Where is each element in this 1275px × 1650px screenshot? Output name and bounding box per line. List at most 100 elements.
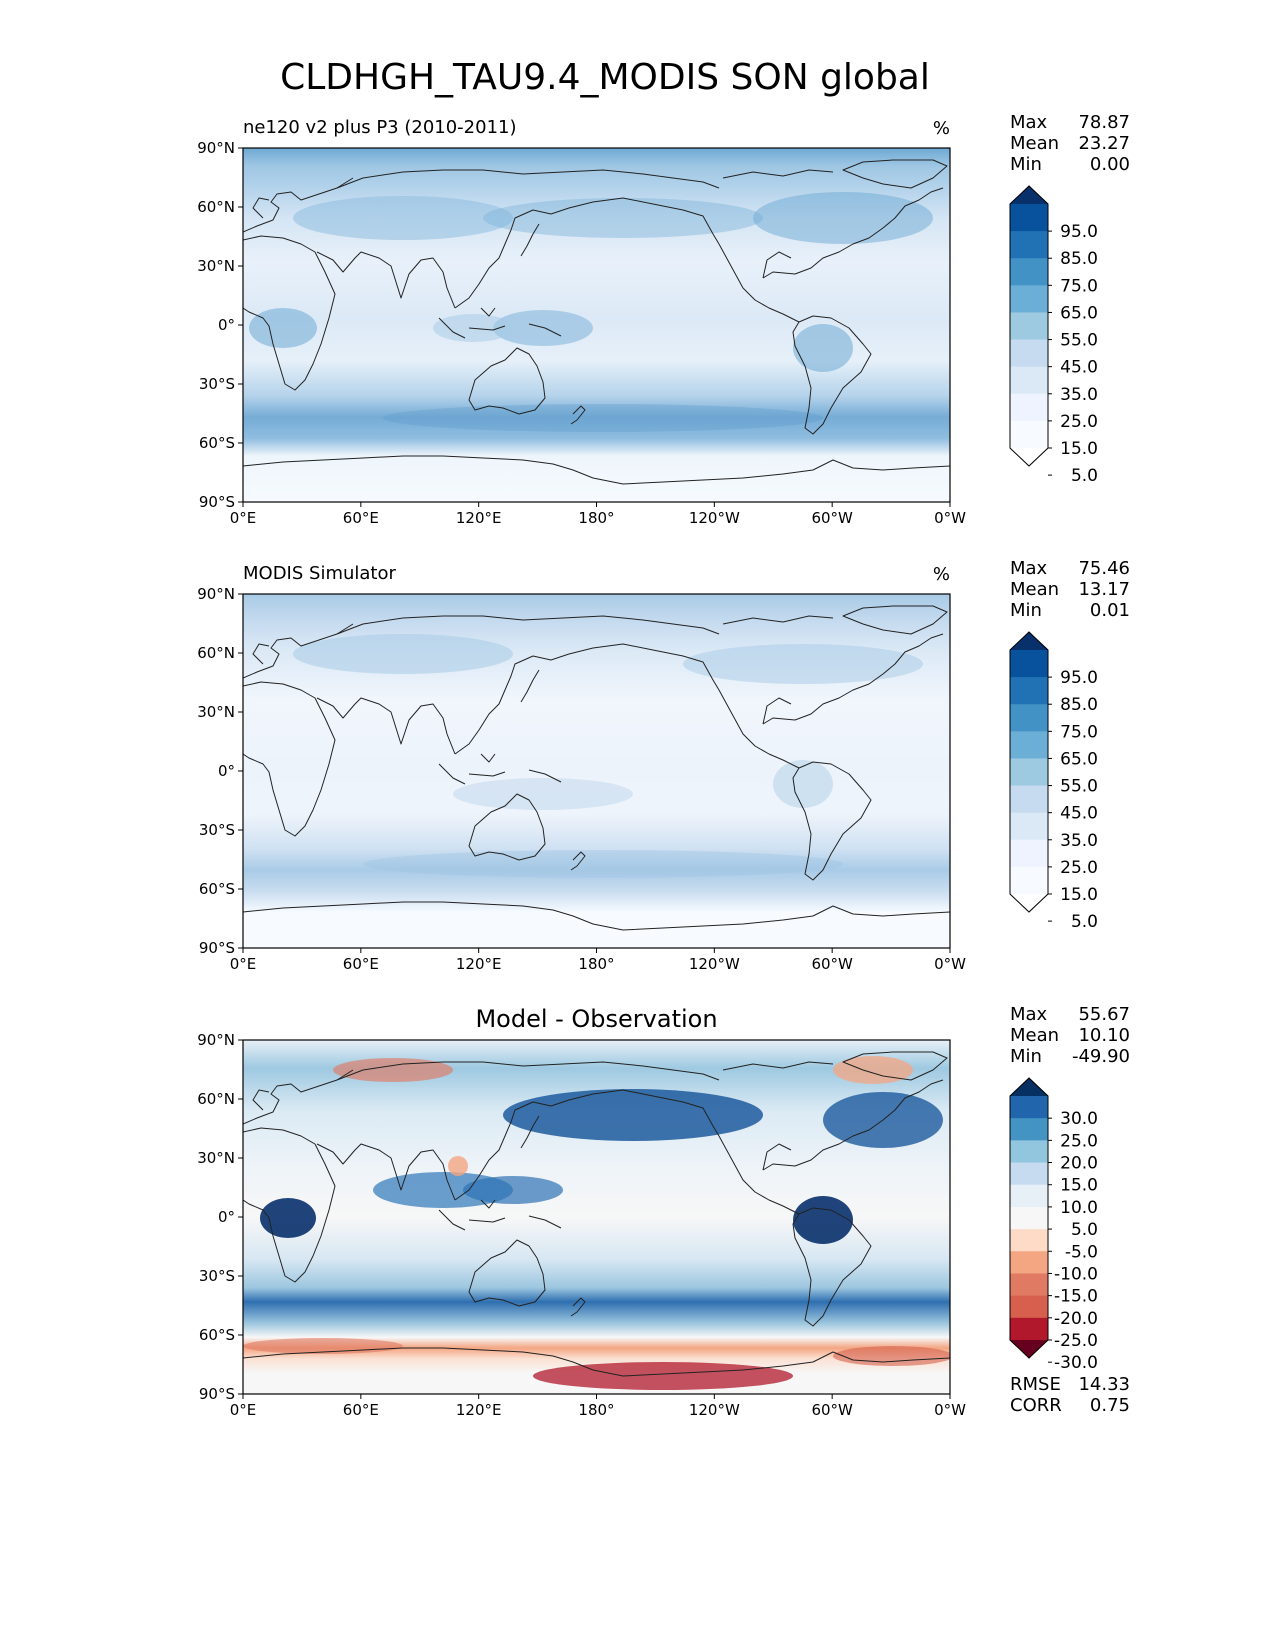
panel-title: MODIS Simulator — [243, 563, 396, 584]
lat-tick-label: 60°S — [199, 1326, 235, 1344]
lon-tick-label: 120°E — [456, 1401, 502, 1419]
colorbar-segment — [1010, 812, 1048, 841]
lat-tick-label: 30°S — [199, 821, 235, 839]
colorbar-label: -20.0 — [1054, 1309, 1098, 1329]
colorbar-label: 55.0 — [1060, 331, 1098, 351]
colorbar-extend-bottom — [1010, 1340, 1048, 1358]
colorbar-extend-top — [1010, 186, 1048, 204]
colorbar-label: 35.0 — [1060, 385, 1098, 405]
colorbar-label: 45.0 — [1060, 358, 1098, 378]
lon-tick-label: 60°W — [811, 955, 853, 973]
lat-tick-label: 60°N — [197, 1090, 235, 1108]
panel-units: % — [933, 118, 950, 139]
colorbar-extend-top — [1010, 1078, 1048, 1096]
colorbar-label: -15.0 — [1054, 1287, 1098, 1307]
colorbar-segment — [1010, 866, 1048, 895]
lon-tick-label: 60°W — [811, 509, 853, 527]
lon-tick-label: 0°E — [230, 509, 257, 527]
lon-tick-label: 120°W — [689, 955, 740, 973]
colorbar-label: 15.0 — [1060, 439, 1098, 459]
lon-tick-label: 120°W — [689, 509, 740, 527]
colorbar-segment — [1010, 704, 1048, 732]
colorbar: 95.0 85.0 75.0 65.0 55.0 45.0 35.0 25.0 15.0 5.0 — [1009, 185, 1098, 486]
stat-value: 10.10 — [1078, 1025, 1130, 1046]
colorbar-extend-bottom — [1010, 894, 1048, 912]
lat-tick-label: 90°S — [199, 1385, 235, 1403]
colorbar-label: 30.0 — [1060, 1109, 1098, 1129]
footer-value: 0.75 — [1090, 1395, 1130, 1416]
map-field — [243, 148, 950, 502]
colorbar-label: 75.0 — [1060, 276, 1098, 296]
colorbar-label: 75.0 — [1060, 722, 1098, 742]
stat-label: Min — [1010, 600, 1042, 621]
map-field — [243, 594, 950, 948]
colorbar-segment — [1010, 1317, 1048, 1341]
map-field — [243, 1040, 950, 1394]
lon-tick-label: 0°W — [934, 955, 966, 973]
colorbar-label: 55.0 — [1060, 777, 1098, 797]
colorbar-segment — [1010, 339, 1048, 368]
colorbar-label: 65.0 — [1060, 303, 1098, 323]
colorbar-segment — [1010, 204, 1048, 232]
stat-label: Mean — [1010, 133, 1059, 154]
lon-tick-label: 60°E — [343, 509, 379, 527]
colorbar-segment — [1010, 677, 1048, 705]
colorbar-segment — [1010, 285, 1048, 313]
footer-label: CORR — [1010, 1395, 1062, 1416]
stat-value: 0.00 — [1090, 154, 1130, 175]
lat-tick-label: 30°S — [199, 1267, 235, 1285]
colorbar-segment — [1010, 1184, 1048, 1208]
lon-tick-label: 60°W — [811, 1401, 853, 1419]
lat-tick-label: 90°N — [197, 139, 235, 157]
colorbar-label: 15.0 — [1060, 1176, 1098, 1196]
colorbar-label: 95.0 — [1060, 222, 1098, 242]
lon-tick-label: 0°W — [934, 509, 966, 527]
lon-tick-label: 120°W — [689, 1401, 740, 1419]
colorbar-segment — [1010, 312, 1048, 341]
lon-tick-label: 180° — [578, 509, 614, 527]
panel-title: Model - Observation — [475, 1005, 717, 1033]
lon-tick-label: 120°E — [456, 509, 502, 527]
colorbar-label: 85.0 — [1060, 695, 1098, 715]
stat-label: Mean — [1010, 1025, 1059, 1046]
stat-label: Max — [1010, 112, 1048, 133]
stat-value: 78.87 — [1078, 112, 1130, 133]
colorbar-label: 5.0 — [1071, 466, 1098, 486]
colorbar-segment — [1010, 258, 1048, 286]
colorbar-label: 25.0 — [1060, 412, 1098, 432]
lon-tick-label: 0°E — [230, 1401, 257, 1419]
colorbar-segment — [1010, 1140, 1048, 1164]
colorbar-label: -25.0 — [1054, 1331, 1098, 1351]
colorbar-label: -30.0 — [1054, 1353, 1098, 1373]
colorbar-extend-top — [1010, 632, 1048, 650]
colorbar-segment — [1010, 758, 1048, 787]
colorbar-segment — [1010, 1273, 1048, 1297]
lat-tick-label: 0° — [218, 316, 235, 334]
lon-tick-label: 0°W — [934, 1401, 966, 1419]
lat-tick-label: 60°S — [199, 434, 235, 452]
footer-label: RMSE — [1010, 1374, 1061, 1395]
colorbar-label: -5.0 — [1065, 1242, 1098, 1262]
lon-tick-label: 60°E — [343, 955, 379, 973]
panel-observation: 90°N 60°N 30°N 0° 30°S 60°S 90°S0°E 60°E 120°E 18… — [197, 558, 1130, 973]
stat-value: 0.01 — [1090, 600, 1130, 621]
colorbar-segment — [1010, 1229, 1048, 1252]
panel-difference: 90°N 60°N 30°N 0° 30°S 60°S 90°S0°E 60°E 120°E 18… — [197, 1004, 1130, 1419]
colorbar: 30.025.0 20.015.010.05.0-5.0-10.0 -15.0-20… — [1009, 1077, 1098, 1373]
lon-tick-label: 180° — [578, 1401, 614, 1419]
stat-value: -49.90 — [1072, 1046, 1130, 1067]
panel-title: ne120 v2 plus P3 (2010-2011) — [243, 117, 517, 138]
colorbar-label: 85.0 — [1060, 249, 1098, 269]
stat-value: 55.67 — [1078, 1004, 1130, 1025]
lat-tick-label: 30°N — [197, 1149, 235, 1167]
colorbar-segment — [1010, 393, 1048, 422]
figure-title: CLDHGH_TAU9.4_MODIS SON global — [280, 57, 930, 98]
colorbar-segment — [1010, 366, 1048, 395]
colorbar-label: 25.0 — [1060, 1131, 1098, 1151]
colorbar-label: 65.0 — [1060, 749, 1098, 769]
stat-label: Mean — [1010, 579, 1059, 600]
lat-tick-label: 90°N — [197, 1031, 235, 1049]
lat-tick-label: 90°N — [197, 585, 235, 603]
stat-label: Min — [1010, 154, 1042, 175]
